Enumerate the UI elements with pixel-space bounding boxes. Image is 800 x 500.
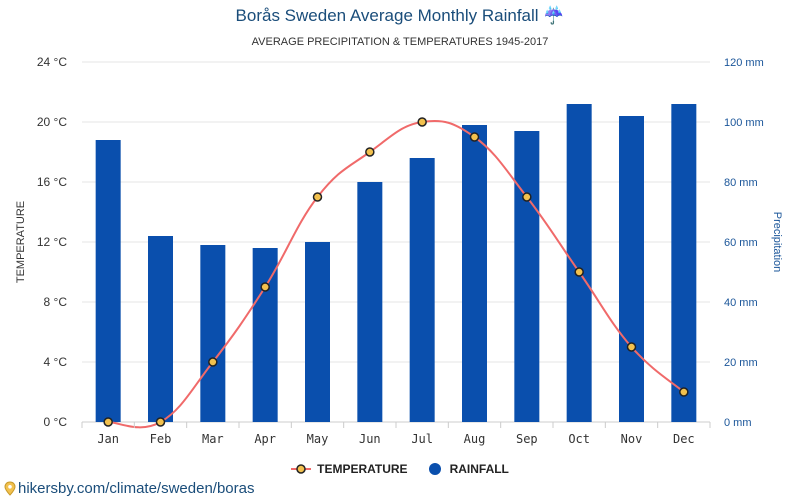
y-tick-label: 12 °C	[37, 235, 67, 249]
y2-tick-label: 80 mm	[724, 177, 758, 189]
temperature-point[interactable]	[574, 267, 584, 277]
temperature-points	[103, 117, 689, 427]
x-tick-label: Oct	[568, 432, 590, 446]
x-tick-label: Feb	[150, 432, 172, 446]
temperature-point[interactable]	[626, 342, 637, 352]
legend-rainfall[interactable]: RAINFALL	[428, 462, 509, 476]
right-axis-ticks: 0 mm 20 mm 40 mm 60 mm 80 mm 100 mm 120 mm	[724, 57, 764, 429]
legend-temperature[interactable]: TEMPERATURE	[291, 462, 408, 476]
x-tick-label: Jul	[411, 432, 433, 446]
x-tick-label: Aug	[464, 432, 486, 446]
rainfall-bar[interactable]	[148, 236, 173, 422]
x-tick-label: Jan	[97, 432, 119, 446]
legend-temperature-label: TEMPERATURE	[317, 462, 408, 476]
temperature-point[interactable]	[208, 357, 218, 367]
gridlines	[82, 61, 710, 423]
y2-tick-label: 60 mm	[724, 237, 758, 249]
y-tick-label: 16 °C	[37, 175, 67, 189]
temperature-point[interactable]	[103, 417, 113, 427]
x-tick-label: Nov	[621, 432, 643, 446]
y2-tick-label: 40 mm	[724, 297, 758, 309]
temperature-point[interactable]	[260, 282, 270, 292]
temperature-point[interactable]	[522, 192, 532, 202]
y-tick-label: 24 °C	[37, 55, 67, 69]
temperature-point[interactable]	[417, 117, 427, 127]
temperature-point[interactable]	[469, 132, 480, 142]
rainfall-bar[interactable]	[566, 104, 592, 422]
x-axis-ticks: Jan Feb Mar Apr May Jun Jul Aug Sep Oct Nov Dec	[81, 422, 711, 446]
y-tick-label: 0 °C	[44, 415, 68, 429]
y2-tick-label: 120 mm	[724, 57, 764, 69]
temperature-legend-icon	[291, 464, 312, 474]
rainfall-bar[interactable]	[252, 248, 278, 422]
temperature-line	[108, 119, 685, 429]
x-tick-label: Mar	[202, 432, 224, 446]
chart-plot: 0 °C 4 °C 8 °C 12 °C 16 °C 20 °C 24 °C 0 mm 20 …	[15, 55, 783, 446]
source-link[interactable]: hikersby.com/climate/sweden/boras	[4, 480, 254, 497]
rainfall-bars	[95, 104, 697, 422]
rainfall-bar[interactable]	[305, 242, 330, 422]
legend: TEMPERATURE RAINFALL	[0, 462, 800, 476]
legend-rainfall-label: RAINFALL	[449, 462, 509, 476]
x-tick-label: Jun	[359, 432, 381, 446]
y-axis-label: TEMPERATURE	[15, 201, 27, 283]
temperature-point[interactable]	[155, 417, 166, 427]
x-tick-label: Apr	[254, 432, 276, 446]
rainfall-bar[interactable]	[671, 104, 697, 422]
rainfall-bar[interactable]	[200, 245, 226, 422]
y2-tick-label: 100 mm	[724, 117, 764, 129]
temperature-point[interactable]	[679, 387, 689, 397]
location-pin-icon	[4, 481, 16, 496]
y2-tick-label: 20 mm	[724, 357, 758, 369]
y-tick-label: 8 °C	[44, 295, 68, 309]
temperature-series-line	[108, 119, 685, 429]
source-link-text: hikersby.com/climate/sweden/boras	[18, 480, 255, 497]
y-tick-label: 4 °C	[44, 355, 68, 369]
x-tick-label: Dec	[673, 432, 695, 446]
y2-tick-label: 0 mm	[724, 417, 752, 429]
x-tick-label: Sep	[516, 432, 538, 446]
chart-title: Borås Sweden Average Monthly Rainfall ☔	[235, 6, 565, 25]
y2-axis-label: Precipitation	[771, 212, 783, 273]
left-axis-ticks: 0 °C 4 °C 8 °C 12 °C 16 °C 20 °C 24 °C	[37, 55, 67, 429]
rainfall-bar[interactable]	[514, 131, 540, 422]
temperature-point[interactable]	[312, 192, 323, 202]
rainfall-bar[interactable]	[95, 140, 121, 422]
y-tick-label: 20 °C	[37, 115, 67, 129]
rainfall-legend-icon	[428, 463, 441, 475]
rainfall-bar[interactable]	[409, 158, 435, 422]
rainfall-bar[interactable]	[462, 125, 487, 422]
temperature-point[interactable]	[365, 147, 375, 157]
chart-subtitle: AVERAGE PRECIPITATION & TEMPERATURES 194…	[251, 36, 549, 48]
rainfall-bar[interactable]	[619, 116, 644, 422]
rainfall-bar[interactable]	[357, 182, 383, 422]
x-tick-label: May	[307, 432, 329, 446]
